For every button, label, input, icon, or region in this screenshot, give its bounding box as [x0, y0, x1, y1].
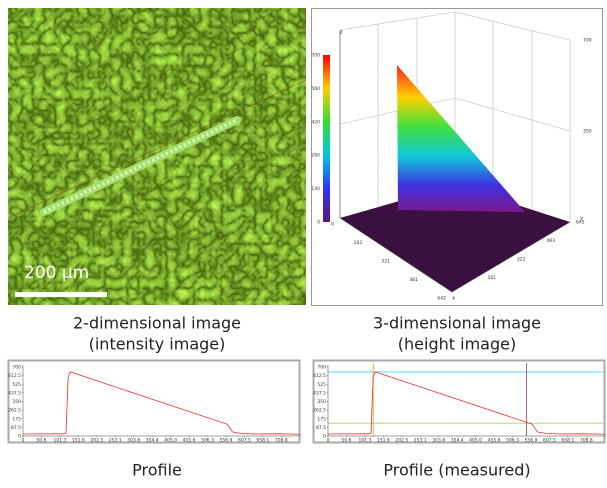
z-tick-label: 420: [311, 119, 320, 125]
x-tick-label: 658.1: [256, 438, 269, 444]
y-tick-label: 525: [317, 382, 326, 388]
z-tick-label: 280: [311, 153, 320, 159]
y-tick-label: 175: [12, 416, 21, 422]
x-tick-label: 253.1: [414, 438, 427, 444]
y-tick-label: 322: [517, 257, 526, 263]
y-tick-label: 612.5: [313, 373, 326, 379]
z-tick-label: 140: [311, 186, 320, 192]
y-tick-label: 262.5: [313, 408, 326, 414]
x-tick-label: 405.0: [164, 438, 177, 444]
x-tick-label: 50.6: [341, 438, 351, 444]
x-tick-label: 202.5: [90, 438, 103, 444]
x-tick-label: 0: [327, 438, 330, 444]
x-tick-label: 253.1: [109, 438, 122, 444]
y-tick-label: 437.5: [8, 390, 21, 396]
z-tick-label: 350: [583, 129, 592, 135]
x-tick-label: 303.8: [432, 438, 445, 444]
intensity-image: 200 µm: [7, 8, 307, 305]
y-tick-label: 700: [317, 365, 326, 371]
z-tick-label: 560: [311, 86, 320, 92]
x-tick-label: 354.4: [146, 438, 159, 444]
x-tick-label: 708.8: [275, 438, 288, 444]
x-tick-label: 0: [331, 222, 334, 228]
x-tick-label: 162: [354, 240, 363, 246]
x-tick-label: 607.5: [543, 438, 556, 444]
x-tick-label: 455.6: [488, 438, 501, 444]
y-tick-label: 87.5: [11, 425, 21, 431]
caption: 2-dimensional image: [73, 314, 241, 333]
x-tick-label: 303.8: [127, 438, 140, 444]
profile-panel: [312, 359, 606, 444]
profile-panel: [7, 359, 301, 444]
profile-line: [327, 371, 606, 435]
height-image: [311, 8, 603, 306]
x-tick-label: 556.9: [220, 438, 233, 444]
x-tick-label: 658.1: [561, 438, 574, 444]
x-tick-label: 455.6: [183, 438, 196, 444]
y-tick-label: 483: [546, 238, 555, 244]
y-tick-label: 87.5: [316, 425, 326, 431]
x-tick-label: 708.8: [580, 438, 593, 444]
y-tick-label: 350: [317, 399, 326, 405]
caption: (intensity image): [89, 335, 226, 354]
z-tick-label: 700: [583, 38, 592, 44]
y-tick-label: 0: [18, 434, 21, 440]
profile-line: [22, 371, 301, 435]
caption: Profile (measured): [383, 461, 530, 480]
axis-name: z: [340, 30, 343, 36]
scale-bar-label: 200 µm: [24, 263, 89, 283]
x-tick-label: 642: [437, 296, 446, 302]
y-tick-label: 0: [323, 434, 326, 440]
y-tick-label: 161: [487, 275, 496, 281]
y-tick-label: 700: [12, 365, 21, 371]
z-tick-label: 700: [311, 53, 320, 59]
y-tick-label: 350: [12, 399, 21, 405]
caption: 3-dimensional image: [373, 314, 541, 333]
y-tick-label: 645: [576, 220, 585, 226]
y-tick-label: 175: [317, 416, 326, 422]
x-tick-label: 0: [22, 438, 25, 444]
x-tick-label: 481: [409, 277, 418, 283]
x-tick-label: 151.9: [72, 438, 85, 444]
x-tick-label: 354.4: [451, 438, 464, 444]
x-tick-label: 50.6: [36, 438, 46, 444]
y-tick-label: 262.5: [8, 408, 21, 414]
x-tick-label: 506.3: [201, 438, 214, 444]
x-tick-label: 101.3: [53, 438, 66, 444]
x-tick-label: 556.9: [525, 438, 538, 444]
y-tick-label: 437.5: [313, 390, 326, 396]
x-tick-label: 101.3: [358, 438, 371, 444]
y-tick-label: 525: [12, 382, 21, 388]
x-tick-label: 321: [381, 259, 390, 265]
caption: Profile: [132, 461, 182, 480]
x-tick-label: 506.3: [506, 438, 519, 444]
axis-name: y: [580, 216, 584, 222]
x-tick-label: 405.0: [469, 438, 482, 444]
y-tick-label: 612.5: [8, 373, 21, 379]
axis-name: x: [452, 296, 456, 302]
z-tick-label: 0: [317, 220, 320, 226]
scale-bar: [15, 292, 107, 297]
x-tick-label: 151.9: [377, 438, 390, 444]
x-tick-label: 202.5: [395, 438, 408, 444]
caption: (height image): [398, 335, 516, 354]
x-tick-label: 607.5: [238, 438, 251, 444]
